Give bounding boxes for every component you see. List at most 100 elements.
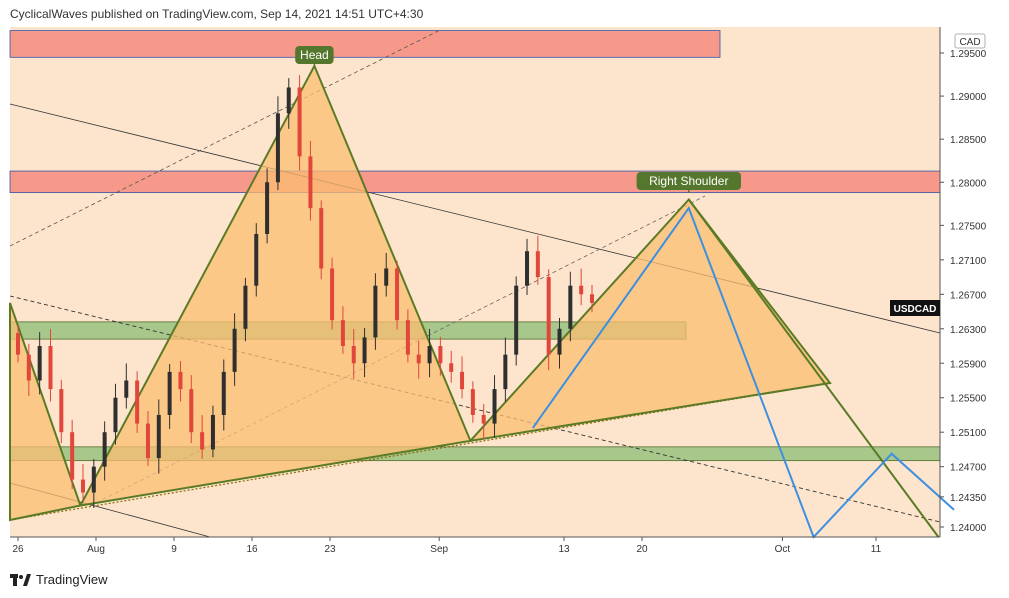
candle-body <box>405 320 410 355</box>
candle <box>156 399 161 474</box>
time-tick-label: 9 <box>171 544 177 555</box>
footer-brand: TradingView <box>10 572 108 587</box>
candle-body <box>221 371 226 415</box>
head-label-text: Head <box>300 48 329 62</box>
breakdown-line <box>687 198 940 538</box>
time-tick-label: 16 <box>246 544 258 555</box>
right-shoulder-label-bg <box>636 172 741 190</box>
right-shoulder-label: Right Shoulder <box>636 172 741 193</box>
price-tick-label: 1.24000 <box>950 523 987 534</box>
trend-line <box>9 29 441 247</box>
price-tick-label: 1.29000 <box>950 92 987 103</box>
price-tick-label: 1.25900 <box>950 359 987 370</box>
candle <box>145 411 150 466</box>
tradingview-logo-icon <box>10 573 31 586</box>
candle <box>189 375 194 444</box>
candle-body <box>135 380 140 424</box>
candle-body <box>590 294 594 303</box>
candle <box>221 359 226 431</box>
candle <box>243 277 248 342</box>
candle-body <box>308 156 313 209</box>
time-tick-label: Aug <box>87 544 105 555</box>
candle <box>210 405 215 458</box>
candle <box>178 361 183 402</box>
candle-body <box>492 389 497 424</box>
candle-body <box>514 285 519 355</box>
price-tick-label: 1.26700 <box>950 290 987 301</box>
candle <box>579 268 584 306</box>
right-shoulder-label-text: Right Shoulder <box>649 174 728 188</box>
time-tick-label: Sep <box>430 544 448 555</box>
candle <box>492 375 497 438</box>
candle-body <box>167 371 172 415</box>
candle-body <box>59 389 64 433</box>
candle <box>557 317 562 369</box>
candle <box>319 200 324 280</box>
candle <box>59 379 64 444</box>
candle <box>546 269 551 371</box>
candle-body <box>232 328 237 372</box>
trend-line <box>9 103 941 334</box>
candle-body <box>48 346 53 390</box>
candle <box>167 364 172 429</box>
candle <box>308 140 313 221</box>
candle <box>232 313 237 386</box>
price-tick-label: 1.25500 <box>950 394 987 405</box>
candle-body <box>210 414 215 450</box>
candle-body <box>178 371 183 390</box>
candle <box>405 309 410 363</box>
candle <box>80 464 85 501</box>
candle-body <box>26 354 31 381</box>
time-tick-label: 20 <box>636 544 648 555</box>
candle <box>460 356 465 399</box>
candle <box>525 238 530 295</box>
candle <box>26 343 31 397</box>
candle <box>91 458 96 509</box>
candle-body <box>70 432 75 480</box>
candle-body <box>503 354 508 390</box>
candle <box>124 363 129 409</box>
candle-body <box>427 346 432 364</box>
price-tick-label: 1.27100 <box>950 256 987 267</box>
candle-body <box>254 233 259 286</box>
price-tick-label: 1.28000 <box>950 178 987 189</box>
candle-body <box>91 466 96 493</box>
candle <box>286 78 291 129</box>
candle <box>340 306 345 354</box>
candle <box>438 336 443 376</box>
time-tick-label: 13 <box>558 544 570 555</box>
candle <box>200 415 205 459</box>
time-axis[interactable]: 26 Aug 9 16 23 Sep 13 20 Oct 11 <box>12 537 882 555</box>
candle <box>135 371 140 433</box>
candle-body <box>579 285 584 295</box>
candle <box>48 328 53 402</box>
resistance-zone <box>9 30 721 58</box>
candle <box>70 419 75 489</box>
price-tick-label: 1.29500 <box>950 49 987 60</box>
currency-badge: CAD <box>954 33 986 49</box>
time-tick-label: Oct <box>775 544 791 555</box>
candle <box>416 340 421 379</box>
candle <box>16 325 20 363</box>
candle-body <box>449 363 454 372</box>
candle-body <box>124 380 129 398</box>
right-shoulder-shape <box>467 197 832 443</box>
candle-body <box>243 285 248 329</box>
candle-body <box>200 432 205 450</box>
candle-body <box>395 268 400 321</box>
price-tick-label: 1.26300 <box>950 325 987 336</box>
candle-body <box>37 346 42 381</box>
candle <box>503 337 508 402</box>
candle <box>297 75 302 171</box>
candle-body <box>340 320 345 347</box>
candle <box>37 332 42 395</box>
price-axis[interactable]: 1.29500 1.29000 1.28500 1.28000 1.27500 1.271… <box>940 49 987 534</box>
price-tick-label: 1.25100 <box>950 428 987 439</box>
candle <box>427 328 432 378</box>
candle <box>481 404 486 440</box>
candle-body <box>286 87 291 114</box>
candle <box>362 328 367 378</box>
candle-body <box>319 208 324 269</box>
candle-body <box>156 414 161 459</box>
